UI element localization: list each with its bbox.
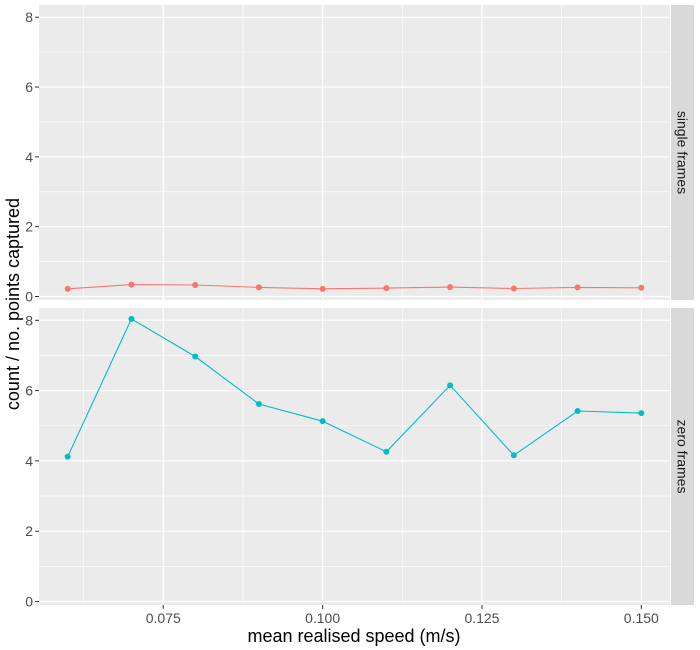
data-point (510, 452, 517, 459)
data-point (255, 284, 262, 291)
series-line (67, 284, 642, 290)
panel-background (39, 5, 670, 300)
data-point (128, 281, 135, 288)
y-tick-label: 2 (25, 219, 33, 235)
data-point (319, 285, 326, 292)
facet-strip: single frames (671, 5, 694, 300)
y-tick-label: 8 (25, 9, 33, 25)
x-tick-label: 0.075 (146, 610, 181, 626)
strip-background (671, 308, 694, 605)
panel-background (39, 308, 670, 605)
panel-0: single frames (39, 5, 694, 300)
y-tick-label: 0 (25, 289, 33, 305)
data-point (447, 284, 454, 291)
x-tick-label: 0.150 (624, 610, 659, 626)
panel-1: zero frames (39, 308, 694, 605)
y-tick-label: 2 (25, 523, 33, 539)
y-tick-label: 8 (25, 312, 33, 328)
data-point (64, 285, 71, 292)
y-tick-label: 0 (25, 593, 33, 609)
data-point (638, 410, 645, 417)
strip-label: single frames (675, 111, 691, 194)
x-tick-label: 0.125 (464, 610, 499, 626)
strip-background (671, 5, 694, 300)
data-point (574, 407, 581, 414)
data-point (192, 353, 199, 360)
data-point (192, 281, 199, 288)
data-point (638, 284, 645, 291)
y-tick-label: 4 (25, 149, 33, 165)
strip-label: zero frames (675, 420, 691, 494)
y-tick-label: 6 (25, 79, 33, 95)
data-point (319, 418, 326, 425)
y-axis-title: count / no. points captured (3, 198, 23, 410)
facet-strip: zero frames (671, 308, 694, 605)
x-tick-label: 0.100 (305, 610, 340, 626)
y-tick-label: 4 (25, 453, 33, 469)
y-tick-label: 6 (25, 383, 33, 399)
data-point (383, 448, 390, 455)
data-point (64, 453, 71, 460)
x-axis-title: mean realised speed (m/s) (247, 626, 460, 646)
data-point (510, 285, 517, 292)
series-line (67, 318, 642, 457)
data-point (383, 285, 390, 292)
data-point (128, 315, 135, 322)
data-point (255, 400, 262, 407)
data-point (574, 284, 581, 291)
data-point (447, 382, 454, 389)
